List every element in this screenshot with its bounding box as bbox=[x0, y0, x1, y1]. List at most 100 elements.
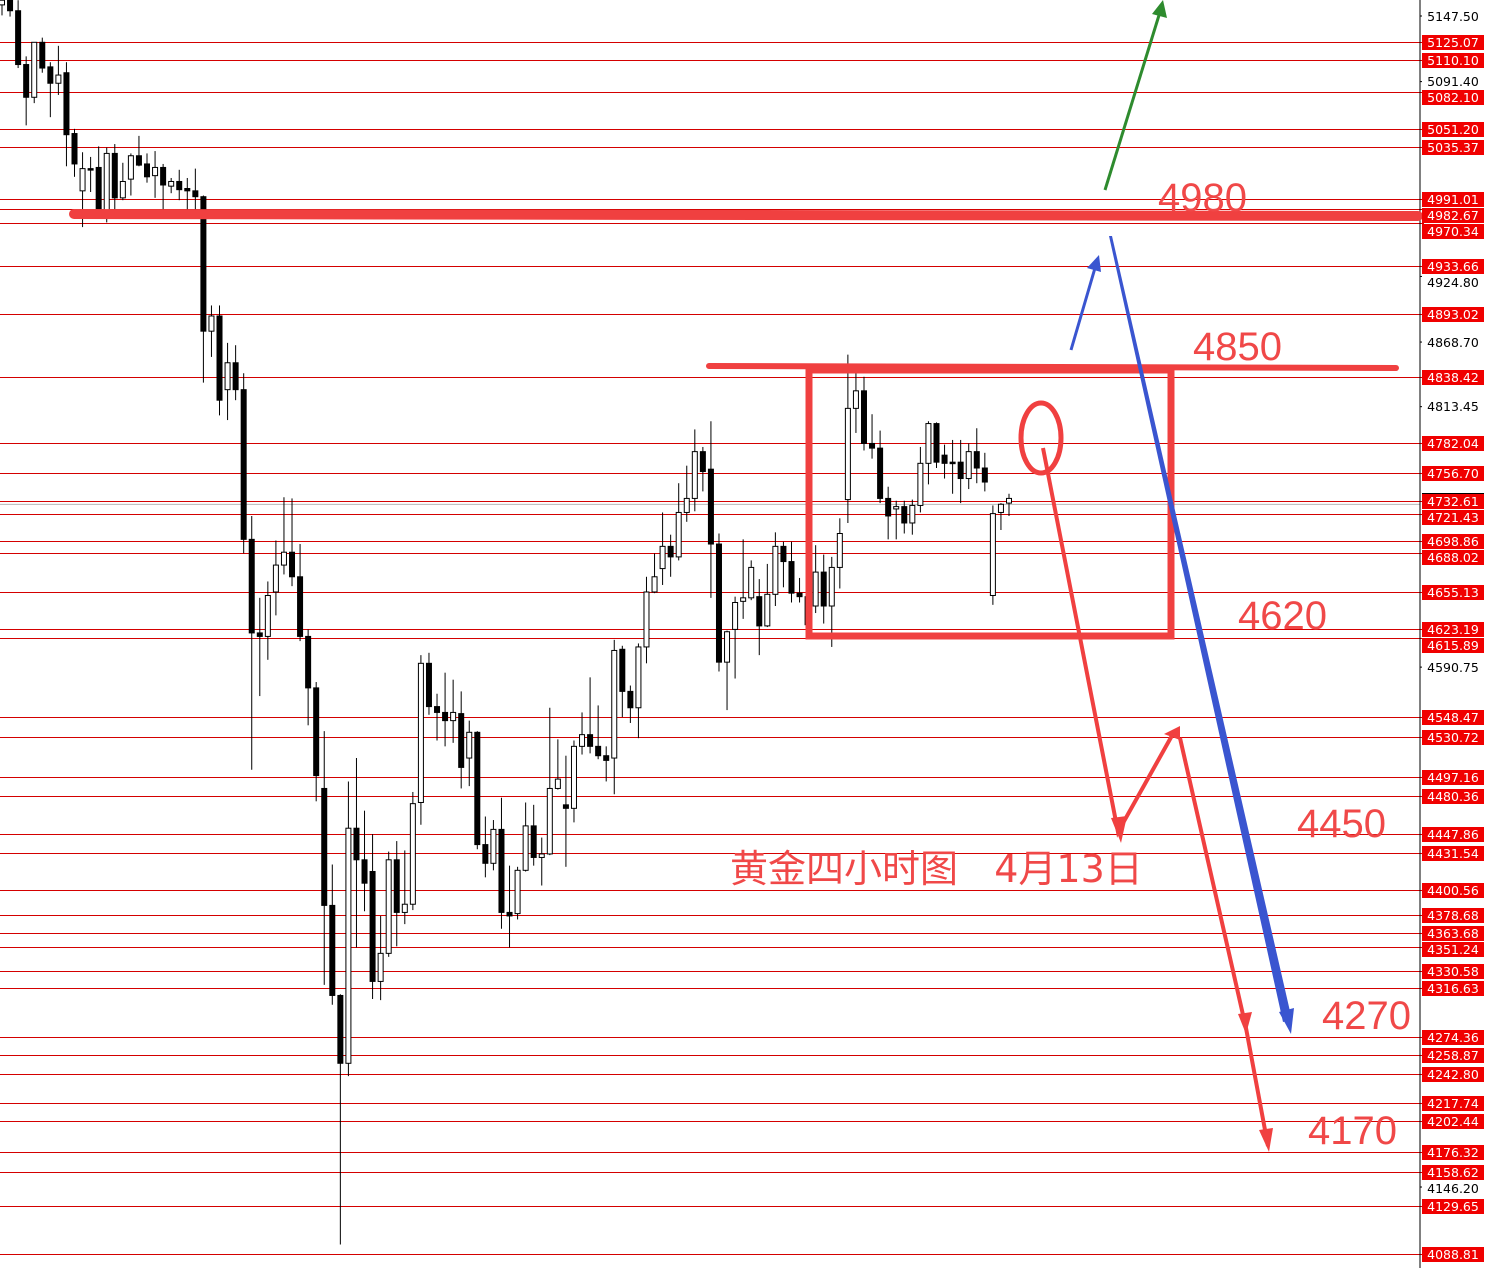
candle bbox=[603, 746, 610, 782]
candle bbox=[15, 0, 22, 69]
candle bbox=[925, 421, 932, 485]
red-path-arrow[interactable] bbox=[1041, 447, 1176, 838]
candle-body-bearish bbox=[184, 188, 191, 192]
red-path-arrow-2[interactable] bbox=[1178, 737, 1270, 1147]
candle bbox=[852, 373, 859, 433]
candle bbox=[498, 797, 505, 929]
candle bbox=[111, 144, 118, 214]
candle-body-bullish bbox=[272, 564, 279, 593]
candle bbox=[820, 554, 827, 624]
candle bbox=[208, 305, 215, 357]
candle-body-bearish bbox=[482, 844, 489, 864]
candle bbox=[345, 781, 352, 1077]
candle bbox=[224, 342, 231, 421]
label-4980: 4980 bbox=[1158, 176, 1247, 220]
candle bbox=[23, 56, 30, 126]
candle-body-bullish bbox=[385, 859, 392, 954]
candle bbox=[361, 810, 368, 912]
candle bbox=[216, 305, 223, 416]
candle-body-bearish bbox=[361, 859, 368, 884]
arrowhead-icon bbox=[1238, 1012, 1252, 1034]
candle-body-bullish bbox=[538, 853, 545, 858]
candle-body-bullish bbox=[989, 513, 996, 596]
candle-body-bearish bbox=[393, 859, 400, 913]
candle-body-bullish bbox=[925, 423, 932, 464]
candle bbox=[651, 553, 658, 594]
candle-body-bullish bbox=[152, 166, 159, 177]
candle bbox=[7, 0, 14, 17]
candle-body-bearish bbox=[619, 648, 626, 692]
price-level-label: 5035.37 bbox=[1422, 140, 1484, 155]
price-level-label: 4330.58 bbox=[1422, 964, 1484, 979]
price-level-label: 4688.02 bbox=[1422, 550, 1484, 565]
candle-body-bullish bbox=[772, 545, 779, 595]
candle-body-bearish bbox=[39, 41, 46, 69]
price-level-label: 4274.36 bbox=[1422, 1030, 1484, 1045]
candle bbox=[796, 577, 803, 603]
candle-body-bearish bbox=[627, 690, 634, 709]
candle bbox=[256, 597, 263, 697]
candle-body-bearish bbox=[63, 72, 70, 136]
price-level-label: 4530.72 bbox=[1422, 730, 1484, 745]
candle bbox=[611, 639, 618, 795]
arrowhead-icon bbox=[1279, 1008, 1294, 1034]
resistance-4980-line[interactable] bbox=[69, 209, 1423, 221]
price-level-label: 4721.43 bbox=[1422, 510, 1484, 525]
candle-body-bearish bbox=[498, 828, 505, 913]
candle-body-bearish bbox=[699, 451, 706, 473]
candle-body-bullish bbox=[450, 711, 457, 722]
candle bbox=[981, 452, 988, 492]
candle bbox=[772, 532, 779, 607]
candle bbox=[901, 500, 908, 534]
candle-body-bearish bbox=[256, 632, 263, 637]
candle bbox=[780, 541, 787, 588]
candle bbox=[973, 428, 980, 484]
candle bbox=[860, 376, 867, 451]
candle bbox=[321, 731, 328, 985]
candle-body-bullish bbox=[103, 152, 110, 213]
candle bbox=[1006, 493, 1012, 516]
candle-body-bullish bbox=[490, 828, 497, 864]
candle bbox=[522, 802, 529, 872]
candle-body-bearish bbox=[941, 454, 948, 464]
candle-body-bullish bbox=[466, 731, 473, 759]
candle bbox=[941, 444, 948, 479]
candle-body-bearish bbox=[860, 390, 867, 444]
candle-body-bearish bbox=[23, 64, 30, 98]
arrowhead-icon bbox=[1164, 726, 1180, 740]
candle bbox=[877, 430, 884, 504]
green-arrow-up[interactable] bbox=[1103, 11, 1162, 191]
candle-body-bearish bbox=[240, 389, 247, 540]
candle-body-bullish bbox=[724, 631, 731, 663]
price-level-label: 4242.80 bbox=[1422, 1067, 1484, 1082]
candle-body-bearish bbox=[425, 662, 432, 708]
candle-body-bullish bbox=[570, 745, 577, 809]
candle bbox=[788, 541, 795, 603]
blue-arrow-down[interactable] bbox=[1109, 236, 1292, 1022]
candle-body-bearish bbox=[321, 787, 328, 906]
candle-body-bearish bbox=[458, 713, 465, 768]
marker-ellipse[interactable] bbox=[1018, 400, 1064, 476]
candle-body-bullish bbox=[127, 155, 134, 180]
candle-body-bearish bbox=[353, 827, 360, 861]
blue-arrow-up[interactable] bbox=[1069, 267, 1097, 351]
candle bbox=[627, 685, 634, 723]
candle-body-bearish bbox=[442, 711, 449, 722]
label-4170: 4170 bbox=[1308, 1109, 1397, 1153]
candle-body-bullish bbox=[554, 778, 561, 789]
price-level-label: 4351.24 bbox=[1422, 942, 1484, 957]
candle-body-bullish bbox=[852, 390, 859, 409]
candle-body-bearish bbox=[885, 497, 892, 517]
candle bbox=[675, 483, 682, 561]
axis-tick-label: 5147.50 bbox=[1422, 8, 1484, 24]
price-level-label: 4217.74 bbox=[1422, 1096, 1484, 1111]
candle bbox=[699, 446, 706, 492]
price-level-label: 4129.65 bbox=[1422, 1199, 1484, 1214]
candle-body-bullish bbox=[224, 362, 231, 391]
candle bbox=[135, 135, 142, 167]
candle-body-bullish bbox=[546, 787, 553, 855]
candle-body-bullish bbox=[208, 315, 215, 332]
drawings bbox=[69, 0, 1423, 1152]
price-level-label: 4991.01 bbox=[1422, 192, 1484, 207]
candle bbox=[885, 486, 892, 540]
